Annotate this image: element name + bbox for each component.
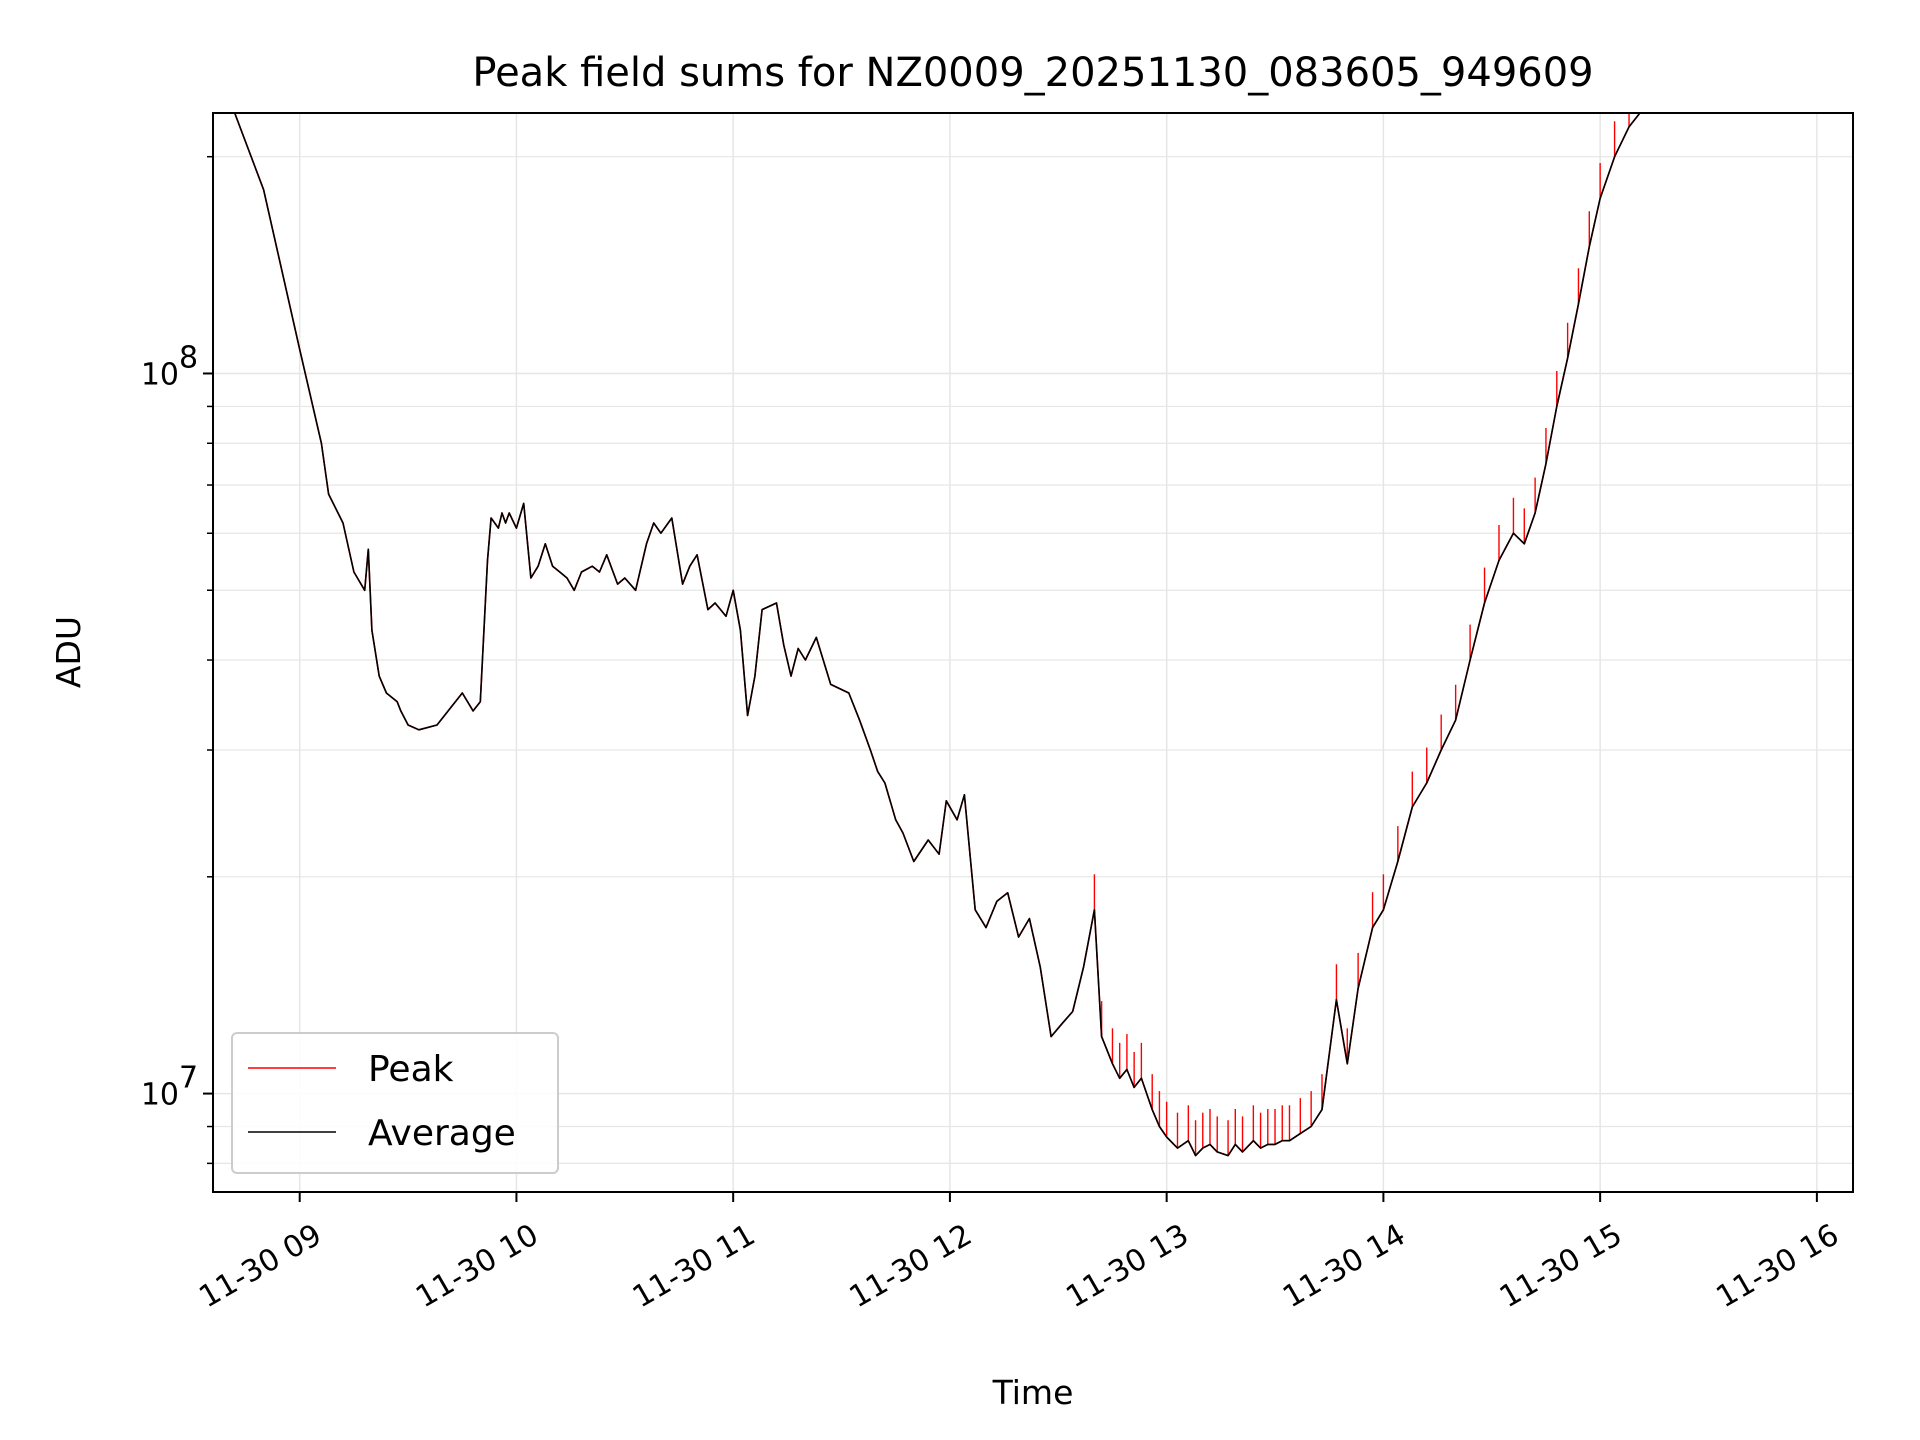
legend-label-average: Average xyxy=(368,1113,516,1154)
y-tick-label-exponent: 8 xyxy=(179,340,198,375)
y-tick-label-exponent: 7 xyxy=(179,1061,198,1096)
y-tick-label: 10 xyxy=(141,1078,179,1113)
x-axis-label: Time xyxy=(992,1373,1074,1412)
series-layer xyxy=(213,113,1648,1157)
legend: Peak Average xyxy=(231,1032,559,1174)
legend-label-peak: Peak xyxy=(368,1049,454,1090)
series-line-average xyxy=(213,113,1648,1157)
y-tick-label: 10 xyxy=(141,357,179,392)
chart-title: Peak field sums for NZ0009_20251130_0836… xyxy=(472,50,1593,96)
plot-frame xyxy=(212,112,1854,1193)
y-axis-label: ADU xyxy=(49,616,88,688)
